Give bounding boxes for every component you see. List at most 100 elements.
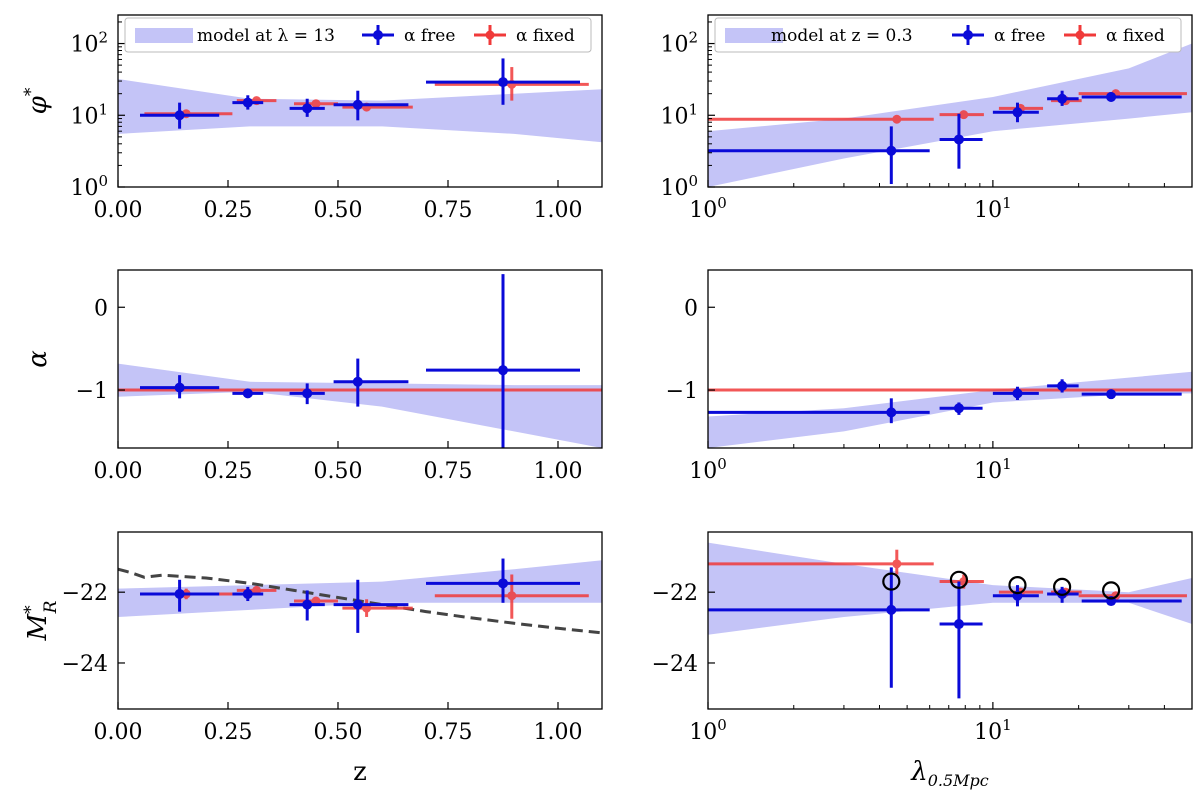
marker <box>302 103 313 114</box>
marker <box>352 376 363 387</box>
y-tick-label: 101 <box>660 100 698 129</box>
alpha-free-point <box>1081 389 1182 400</box>
x-tick-label: 101 <box>974 194 1012 223</box>
alpha-free-point <box>1047 90 1079 106</box>
legend-band-swatch <box>135 28 193 43</box>
marker <box>311 99 321 109</box>
legend-free-swatch <box>373 30 383 40</box>
axes-frame <box>707 14 1193 188</box>
y-axis-label: M*R <box>21 600 61 641</box>
x-tick-label: 0.00 <box>94 459 143 484</box>
plot-area <box>708 43 1192 187</box>
y-axis-label: α <box>23 350 53 368</box>
alpha-free-point <box>140 375 220 399</box>
x-tick-label: 1.00 <box>534 720 583 745</box>
axes-frame <box>117 531 603 710</box>
marker <box>1057 93 1068 104</box>
marker <box>174 382 185 393</box>
reference-dashed-curve <box>118 567 602 635</box>
y-tick-label: −1 <box>76 379 108 404</box>
marker <box>892 114 902 124</box>
alpha-free-point <box>708 398 930 424</box>
marker <box>886 604 897 615</box>
alpha-fixed-point <box>294 99 338 109</box>
marker <box>1012 388 1023 399</box>
marker <box>959 110 969 120</box>
marker <box>174 110 185 121</box>
y-tick-label: 101 <box>70 100 108 129</box>
y-axis-label: φ* <box>21 87 53 114</box>
y-tick-label: 0 <box>684 296 698 321</box>
x-axis-label-z: z <box>353 757 367 787</box>
open-circle-marker <box>949 570 969 589</box>
marker <box>302 388 313 399</box>
x-tick-label: 0.75 <box>424 720 473 745</box>
model-band <box>118 363 602 448</box>
legend-free-label: α free <box>404 26 455 46</box>
marker <box>507 591 517 601</box>
panel-phi_z: 0.00 0.25 0.50 0.75 1.00 100 101 102 φ* model at … <box>21 14 603 223</box>
alpha-free-point <box>333 579 409 633</box>
x-tick-label: 0.25 <box>204 459 253 484</box>
marker <box>498 578 508 589</box>
marker <box>174 588 185 599</box>
plot-area <box>118 558 602 635</box>
legend: model at z = 0.3 α free α fixed <box>714 17 1182 53</box>
legend-fixed-label: α fixed <box>516 26 575 46</box>
legend: model at λ = 13 α free α fixed <box>124 17 592 53</box>
x-tick-label: 0.00 <box>94 198 143 223</box>
marker <box>352 99 363 110</box>
open-circle-marker <box>1101 581 1121 600</box>
legend-box <box>714 17 1182 53</box>
axes-frame <box>707 269 1193 449</box>
alpha-free-point <box>992 102 1039 123</box>
panel-mr_z: 0.00 0.25 0.50 0.75 1.00 −22 −24M*R <box>21 531 603 745</box>
ticks: 0.00 0.25 0.50 0.75 1.00 −22 −24 <box>62 581 583 745</box>
x-tick-label: 0.75 <box>424 198 473 223</box>
ticks: 0.00 0.25 0.50 0.75 1.00 100 101 102 <box>70 21 582 223</box>
plot-area <box>118 58 602 143</box>
marker <box>953 619 964 630</box>
marker <box>1012 107 1023 118</box>
panel-alpha_lambda: 100 101 0 −1 <box>666 269 1193 484</box>
model-band <box>708 542 1192 635</box>
axes-frame <box>117 14 603 188</box>
y-tick-label: −22 <box>652 581 698 606</box>
plot-area <box>708 542 1192 699</box>
alpha-free-point <box>708 567 930 688</box>
open-circle-marker <box>1008 575 1027 595</box>
x-tick-label: 101 <box>974 716 1012 745</box>
alpha-free-point <box>232 95 264 110</box>
x-axis-label-lambda: λ0.5Mpc <box>910 757 989 790</box>
y-tick-label: −24 <box>652 652 698 677</box>
axes-frame <box>117 269 603 449</box>
marker <box>892 559 902 569</box>
plot-area <box>708 371 1192 448</box>
legend-fixed-swatch <box>1075 30 1085 40</box>
y-tick-label: 100 <box>660 172 698 201</box>
y-tick-label: 102 <box>70 29 108 58</box>
alpha-free-point <box>426 58 580 105</box>
x-tick-label: 0.50 <box>314 459 363 484</box>
model-band <box>118 560 602 617</box>
alpha-free-point <box>939 402 983 415</box>
alpha-free-point <box>140 102 220 129</box>
x-tick-label: 0.00 <box>94 720 143 745</box>
alpha-free-point <box>140 579 220 612</box>
panel-mr_lambda: 100 101 −22 −24 <box>652 531 1193 745</box>
x-tick-label: 0.50 <box>314 198 363 223</box>
marker <box>242 588 253 599</box>
legend-free-swatch <box>963 30 973 40</box>
legend-band-label: model at z = 0.3 <box>771 26 913 46</box>
x-tick-label: 1.00 <box>534 459 583 484</box>
alpha-free-point <box>289 590 325 621</box>
x-tick-label: 0.75 <box>424 459 473 484</box>
y-tick-label: −22 <box>62 581 108 606</box>
model-band <box>708 371 1192 448</box>
marker <box>352 599 363 610</box>
alpha-free-point <box>333 358 409 407</box>
y-tick-label: 0 <box>94 296 108 321</box>
marker <box>242 97 253 108</box>
marker <box>953 403 964 414</box>
alpha-free-point <box>232 388 264 399</box>
